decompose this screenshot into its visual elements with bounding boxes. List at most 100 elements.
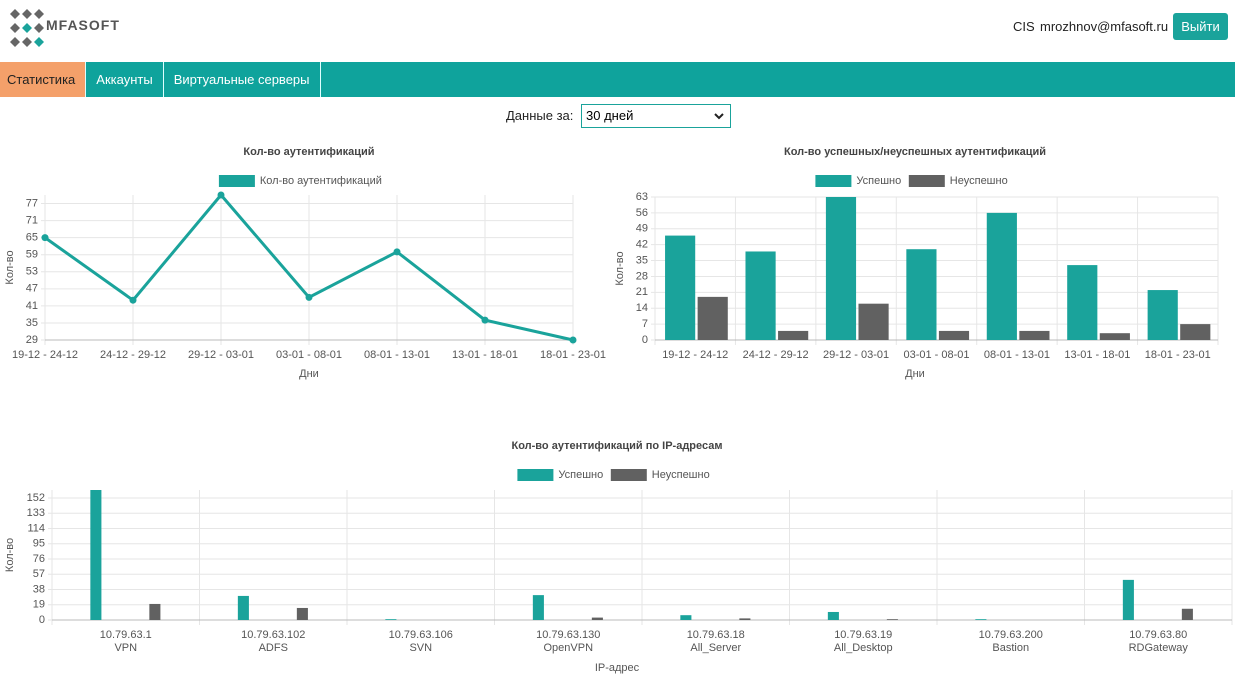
logo-text: MFASOFT — [46, 17, 120, 33]
y-tick-label: 152 — [27, 492, 45, 504]
x-tick-label: 03-01 - 08-01 — [276, 349, 342, 361]
x-tick-label: 08-01 - 13-01 — [984, 349, 1050, 361]
x-tick-label: 08-01 - 13-01 — [364, 349, 430, 361]
point — [305, 293, 313, 301]
x-tick-label: 10.79.63.18 — [687, 629, 745, 641]
chart-title: Кол-во аутентификаций по IP-адресам — [512, 440, 723, 452]
y-tick-label: 63 — [636, 191, 648, 203]
y-tick-label: 35 — [636, 254, 648, 266]
header: MFASOFT CIS mrozhnov@mfasoft.ru Выйти — [0, 0, 1235, 62]
point — [41, 234, 49, 242]
bar — [665, 235, 696, 340]
y-axis-title: Кол-во — [614, 251, 626, 285]
bar — [938, 330, 970, 340]
logout-button[interactable]: Выйти — [1173, 13, 1228, 40]
y-tick-label: 0 — [642, 334, 648, 346]
y-tick-label: 19 — [33, 599, 45, 611]
bar — [986, 212, 1017, 340]
y-axis-title: Кол-во — [4, 538, 16, 572]
y-tick-label: 28 — [636, 270, 648, 282]
x-tick-label: RDGateway — [1129, 642, 1189, 654]
logo-icon — [10, 9, 44, 47]
y-tick-label: 29 — [26, 334, 38, 346]
x-tick-label: 10.79.63.1 — [100, 629, 152, 641]
bar — [1180, 324, 1211, 340]
bar — [975, 619, 987, 620]
legend-label: Кол-во аутентификаций — [260, 175, 382, 187]
nav-item[interactable]: Аккаунты — [86, 62, 164, 97]
bar — [1067, 265, 1098, 340]
bar — [1122, 579, 1134, 620]
x-tick-label: 10.79.63.19 — [834, 629, 892, 641]
bar — [697, 296, 728, 340]
x-tick-label: 10.79.63.130 — [536, 629, 600, 641]
x-axis-title: Дни — [299, 368, 319, 380]
bar — [149, 603, 161, 620]
period-select[interactable]: 30 дней — [581, 104, 731, 128]
bar — [739, 618, 751, 620]
bar — [1181, 608, 1193, 620]
filter-label: Данные за: — [506, 108, 574, 123]
x-tick-label: VPN — [114, 642, 137, 654]
y-tick-label: 49 — [636, 223, 648, 235]
legend-label: Неуспешно — [652, 469, 710, 481]
y-tick-label: 21 — [636, 286, 648, 298]
bar — [906, 249, 937, 340]
x-tick-label: 18-01 - 23-01 — [1145, 349, 1211, 361]
user-email: mrozhnov@mfasoft.ru — [1040, 19, 1169, 34]
x-tick-label: 24-12 - 29-12 — [100, 349, 166, 361]
org: CIS — [1013, 19, 1035, 34]
bar — [90, 490, 102, 620]
y-tick-label: 53 — [26, 266, 38, 278]
y-tick-label: 59 — [26, 249, 38, 261]
legend-label: Неуспешно — [950, 175, 1008, 187]
nav-item[interactable]: Статистика — [0, 62, 87, 97]
x-tick-label: 24-12 - 29-12 — [743, 349, 809, 361]
x-axis-title: Дни — [905, 368, 925, 380]
y-tick-label: 114 — [27, 522, 45, 534]
bar — [858, 303, 889, 340]
nav-item[interactable]: Виртуальные серверы — [164, 62, 321, 97]
x-axis-title: IP-адрес — [595, 662, 640, 674]
bar — [827, 611, 839, 620]
x-tick-label: Bastion — [992, 642, 1029, 654]
x-tick-label: 19-12 - 24-12 — [662, 349, 728, 361]
x-tick-label: 29-12 - 03-01 — [823, 349, 889, 361]
bar — [1019, 330, 1050, 340]
bar — [296, 607, 308, 620]
legend-label: Успешно — [558, 469, 603, 481]
bar — [886, 619, 898, 620]
x-tick-label: 18-01 - 23-01 — [540, 349, 606, 361]
legend-swatch — [517, 469, 554, 481]
bar — [778, 330, 809, 340]
x-tick-label: 10.79.63.106 — [389, 629, 453, 641]
bar — [825, 197, 857, 340]
x-tick-label: 13-01 - 18-01 — [1064, 349, 1130, 361]
bar — [237, 595, 249, 620]
y-tick-label: 71 — [26, 214, 38, 226]
legend-swatch — [610, 469, 647, 481]
y-tick-label: 14 — [636, 302, 648, 314]
x-tick-label: OpenVPN — [543, 642, 593, 654]
nav: Статистика Аккаунты Виртуальные серверы — [0, 62, 1235, 97]
chart-title: Кол-во успешных/неуспешных аутентификаци… — [784, 146, 1046, 158]
x-tick-label: 10.79.63.102 — [241, 629, 305, 641]
y-tick-label: 76 — [33, 553, 45, 565]
y-tick-label: 7 — [642, 318, 648, 330]
y-tick-label: 35 — [26, 317, 38, 329]
bar — [1147, 290, 1178, 340]
y-tick-label: 57 — [33, 568, 45, 580]
x-tick-label: 19-12 - 24-12 — [12, 349, 78, 361]
bar — [1099, 333, 1130, 340]
y-tick-label: 95 — [33, 538, 45, 550]
point — [481, 316, 489, 324]
chevron — [714, 113, 724, 120]
y-tick-label: 77 — [26, 197, 38, 209]
y-tick-label: 56 — [636, 207, 648, 219]
point — [393, 248, 401, 256]
x-tick-label: 13-01 - 18-01 — [452, 349, 518, 361]
x-tick-label: 29-12 - 03-01 — [188, 349, 254, 361]
x-tick-label: All_Server — [690, 642, 741, 654]
